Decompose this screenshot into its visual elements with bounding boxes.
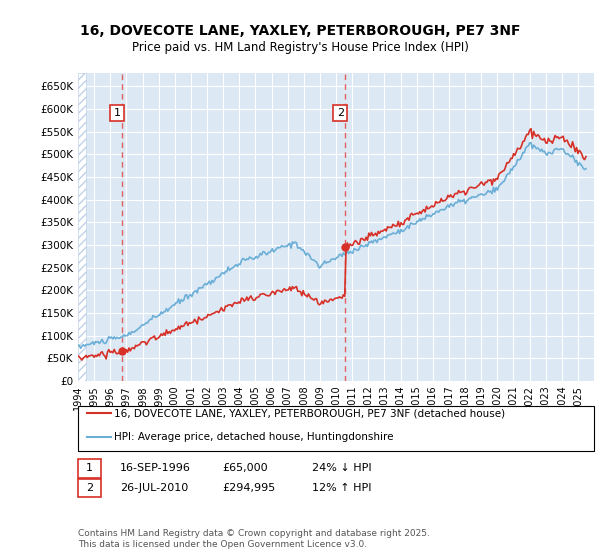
Text: Contains HM Land Registry data © Crown copyright and database right 2025.
This d: Contains HM Land Registry data © Crown c… (78, 529, 430, 549)
Polygon shape (78, 73, 86, 381)
Text: 12% ↑ HPI: 12% ↑ HPI (312, 483, 371, 493)
Text: 16, DOVECOTE LANE, YAXLEY, PETERBOROUGH, PE7 3NF (detached house): 16, DOVECOTE LANE, YAXLEY, PETERBOROUGH,… (114, 408, 505, 418)
Text: HPI: Average price, detached house, Huntingdonshire: HPI: Average price, detached house, Hunt… (114, 432, 394, 442)
Text: 1: 1 (86, 463, 93, 473)
Text: 16-SEP-1996: 16-SEP-1996 (120, 463, 191, 473)
Text: 1: 1 (113, 108, 121, 118)
Text: 2: 2 (86, 483, 93, 493)
Text: 26-JUL-2010: 26-JUL-2010 (120, 483, 188, 493)
Text: 16, DOVECOTE LANE, YAXLEY, PETERBOROUGH, PE7 3NF: 16, DOVECOTE LANE, YAXLEY, PETERBOROUGH,… (80, 24, 520, 38)
Text: Price paid vs. HM Land Registry's House Price Index (HPI): Price paid vs. HM Land Registry's House … (131, 40, 469, 54)
Text: £65,000: £65,000 (222, 463, 268, 473)
Text: 24% ↓ HPI: 24% ↓ HPI (312, 463, 371, 473)
Text: £294,995: £294,995 (222, 483, 275, 493)
Text: 2: 2 (337, 108, 344, 118)
